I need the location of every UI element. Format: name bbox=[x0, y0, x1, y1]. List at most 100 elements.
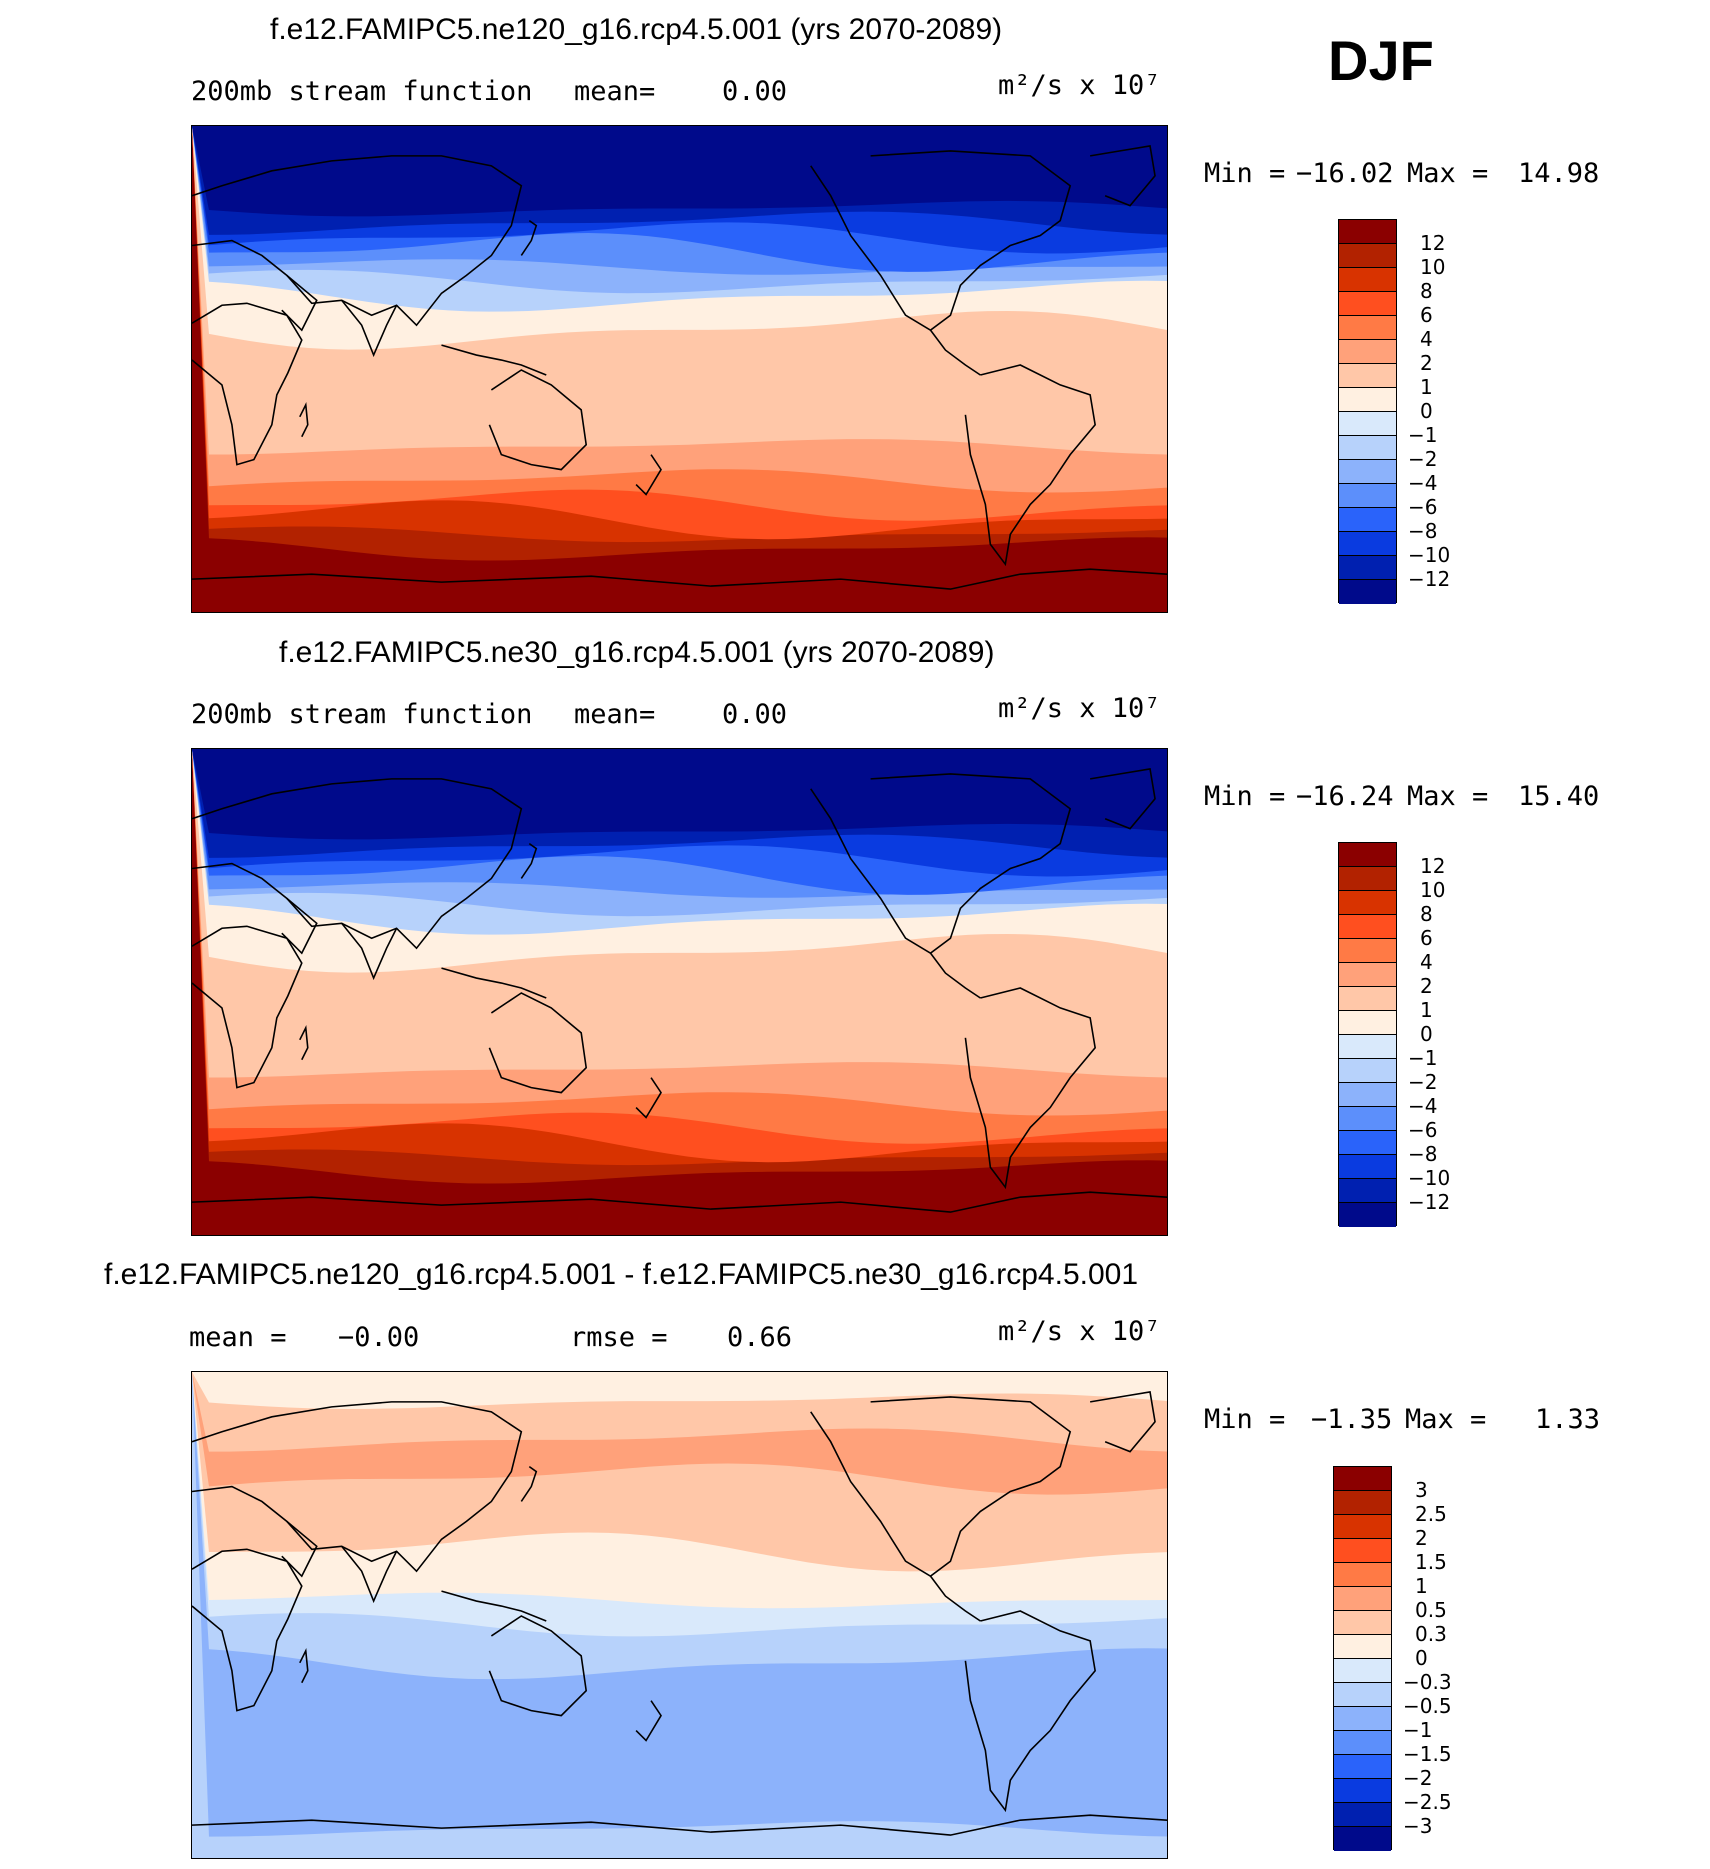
colorbar-level-label: 0.3 bbox=[1415, 1622, 1447, 1646]
colorbar-level-label: 4 bbox=[1420, 950, 1433, 974]
colorbar-swatch bbox=[1339, 436, 1396, 460]
coastline bbox=[810, 773, 1072, 955]
colorbar-level-label: 0 bbox=[1420, 399, 1433, 423]
colorbar-swatch bbox=[1339, 1131, 1396, 1155]
colorbar-level-label: 0 bbox=[1415, 1646, 1428, 1670]
coastline bbox=[192, 1191, 1167, 1213]
colorbar-level-label: −1.5 bbox=[1403, 1742, 1452, 1766]
colorbar-swatch bbox=[1339, 316, 1396, 340]
colorbar-level-label: −1 bbox=[1403, 1718, 1433, 1742]
colorbar-swatch bbox=[1334, 1587, 1391, 1611]
panel-2-mean-label: mean= bbox=[574, 699, 656, 730]
colorbar-level-label: −10 bbox=[1408, 1166, 1451, 1190]
colorbar-swatch bbox=[1339, 963, 1396, 987]
panel-2-map bbox=[191, 748, 1168, 1236]
colorbar-swatch bbox=[1339, 244, 1396, 268]
colorbar-swatch bbox=[1339, 364, 1396, 388]
panel-2-title: f.e12.FAMIPC5.ne30_g16.rcp4.5.001 (yrs 2… bbox=[279, 636, 995, 669]
panel-1-max-label: Max = bbox=[1407, 158, 1489, 189]
panel-1-colorbar bbox=[1338, 219, 1397, 604]
colorbar-swatch bbox=[1339, 891, 1396, 915]
coastline bbox=[192, 778, 523, 950]
coastline bbox=[441, 967, 547, 999]
colorbar-level-label: 8 bbox=[1420, 902, 1433, 926]
panel-2-colorbar bbox=[1338, 842, 1397, 1227]
panel-3-min-label: Min = bbox=[1204, 1404, 1286, 1435]
colorbar-swatch bbox=[1339, 412, 1396, 436]
colorbar-level-label: −10 bbox=[1408, 543, 1451, 567]
colorbar-swatch bbox=[1334, 1755, 1391, 1779]
coastline bbox=[341, 1545, 398, 1604]
coastline bbox=[488, 369, 588, 471]
colorbar-swatch bbox=[1339, 220, 1396, 244]
panel-1-mean-label: mean= bbox=[574, 76, 656, 107]
colorbar-swatch bbox=[1334, 1635, 1391, 1659]
panel-3-contour-field bbox=[192, 1372, 1167, 1858]
colorbar-swatch bbox=[1339, 340, 1396, 364]
colorbar-level-label: −2 bbox=[1408, 1070, 1438, 1094]
panel-1-title: f.e12.FAMIPC5.ne120_g16.rcp4.5.001 (yrs … bbox=[270, 13, 1003, 46]
season-label: DJF bbox=[1328, 29, 1434, 92]
colorbar-level-label: −12 bbox=[1408, 1190, 1451, 1214]
colorbar-level-label: −8 bbox=[1408, 519, 1438, 543]
coastline bbox=[810, 1396, 1072, 1578]
contour-band bbox=[192, 1372, 1167, 1409]
colorbar-swatch bbox=[1339, 1155, 1396, 1179]
panel-1-units: m²/s x 10⁷ bbox=[998, 70, 1161, 101]
colorbar-level-label: −0.3 bbox=[1403, 1670, 1452, 1694]
coastline bbox=[635, 1077, 662, 1119]
coastline bbox=[281, 897, 318, 955]
coastline bbox=[281, 274, 318, 332]
colorbar-level-label: −0.5 bbox=[1403, 1694, 1452, 1718]
panel-3-mean-label: mean = bbox=[189, 1322, 287, 1353]
colorbar-level-label: −2 bbox=[1408, 447, 1438, 471]
panel-2-min-label: Min = bbox=[1204, 781, 1286, 812]
panel-3-min-value: −1.35 bbox=[1311, 1404, 1393, 1435]
panel-3-max-value: 1.33 bbox=[1535, 1404, 1601, 1435]
coastline bbox=[488, 992, 588, 1094]
colorbar-swatch bbox=[1339, 388, 1396, 412]
colorbar-swatch bbox=[1339, 292, 1396, 316]
panel-3-max-label: Max = bbox=[1405, 1404, 1487, 1435]
panel-3-units: m²/s x 10⁷ bbox=[998, 1316, 1161, 1347]
coastline bbox=[964, 1610, 1096, 1813]
colorbar-level-label: −8 bbox=[1408, 1142, 1438, 1166]
colorbar-swatch bbox=[1339, 1035, 1396, 1059]
colorbar-swatch bbox=[1339, 460, 1396, 484]
coastline bbox=[192, 1814, 1167, 1836]
colorbar-level-label: −6 bbox=[1408, 1118, 1438, 1142]
colorbar-level-label: 10 bbox=[1420, 878, 1446, 902]
panel-3-title: f.e12.FAMIPC5.ne120_g16.rcp4.5.001 - f.e… bbox=[104, 1258, 1139, 1291]
colorbar-swatch bbox=[1339, 1059, 1396, 1083]
colorbar-level-label: −3 bbox=[1403, 1814, 1433, 1838]
colorbar-level-label: −12 bbox=[1408, 567, 1451, 591]
panel-1-max-value: 14.98 bbox=[1518, 158, 1600, 189]
coastline bbox=[520, 219, 538, 256]
panel-1-mean-value: 0.00 bbox=[722, 76, 788, 107]
panel-1-variable-label: 200mb stream function bbox=[191, 76, 533, 107]
colorbar-swatch bbox=[1339, 556, 1396, 580]
coastline bbox=[929, 329, 981, 376]
colorbar-level-label: 4 bbox=[1420, 327, 1433, 351]
colorbar-swatch bbox=[1334, 1611, 1391, 1635]
coastline bbox=[1090, 768, 1156, 830]
colorbar-level-label: 1 bbox=[1420, 998, 1433, 1022]
coastline bbox=[929, 1575, 981, 1622]
panel-2-units: m²/s x 10⁷ bbox=[998, 693, 1161, 724]
panel-2-mean-value: 0.00 bbox=[722, 699, 788, 730]
colorbar-level-label: −1 bbox=[1408, 1046, 1438, 1070]
panel-2-max-label: Max = bbox=[1407, 781, 1489, 812]
panel-1-contour-field bbox=[192, 126, 1167, 612]
colorbar-swatch bbox=[1334, 1803, 1391, 1827]
colorbar-swatch bbox=[1339, 1203, 1396, 1227]
coastline bbox=[341, 299, 398, 358]
colorbar-level-label: 3 bbox=[1415, 1478, 1428, 1502]
panel-2-contour-field bbox=[192, 749, 1167, 1235]
coastline bbox=[281, 1520, 318, 1578]
panel-1-min-label: Min = bbox=[1204, 158, 1286, 189]
colorbar-level-label: −2.5 bbox=[1403, 1790, 1452, 1814]
colorbar-swatch bbox=[1339, 1179, 1396, 1203]
panel-1-min-value: −16.02 bbox=[1296, 158, 1394, 189]
colorbar-swatch bbox=[1339, 580, 1396, 604]
colorbar-level-label: −4 bbox=[1408, 471, 1438, 495]
